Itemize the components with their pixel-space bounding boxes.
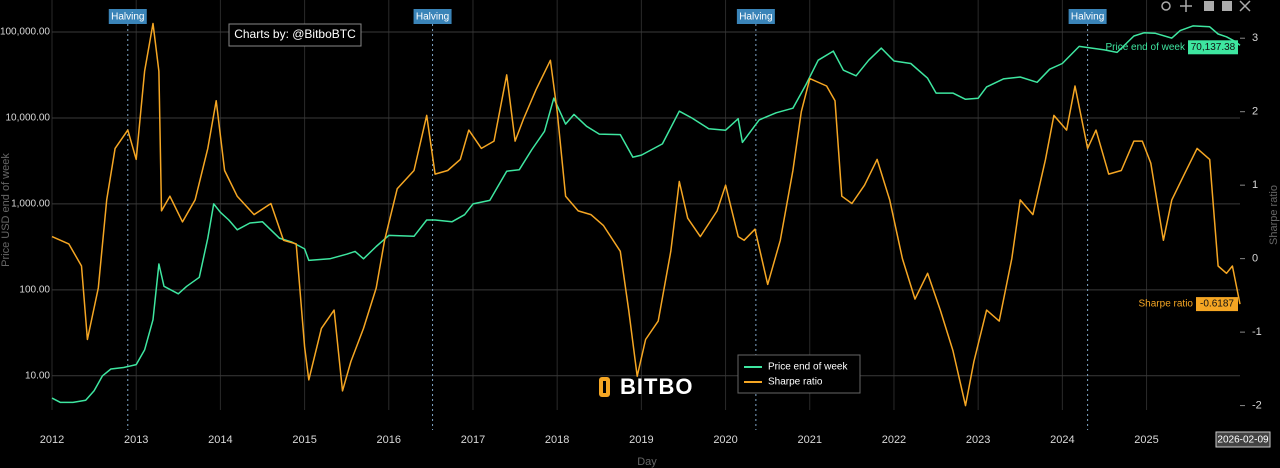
hover-name: Price end of week <box>1106 42 1186 53</box>
y2-tick-label: -2 <box>1252 399 1262 411</box>
x-axis-title: Day <box>637 456 657 468</box>
y2-tick-label: 3 <box>1252 32 1258 44</box>
x-tick-label: 2020 <box>713 434 737 446</box>
marks-layer <box>51 22 1241 407</box>
zoom-out-button[interactable] <box>1222 1 1232 11</box>
hover-value: 70,137.38 <box>1191 42 1236 53</box>
credit: Charts by: @BitboBTC <box>234 27 356 41</box>
halving-box <box>108 9 147 24</box>
series-line <box>51 25 1241 404</box>
series-line <box>51 22 1241 407</box>
logo-text: BITBO <box>620 374 693 399</box>
y-tick-label: 10.00 <box>25 370 50 381</box>
x-tick-label: 2014 <box>208 434 232 446</box>
zoom-button[interactable] <box>1161 1 1171 11</box>
hover-date: 2026-02-09 <box>1217 435 1269 446</box>
x-tick-label: 2012 <box>40 434 64 446</box>
halving-label: Halving <box>1071 12 1104 23</box>
y-axis-title: Price USD end of week <box>0 153 12 267</box>
logo-cut <box>603 381 606 393</box>
y2-axis-title: Sharpe ratio <box>1268 185 1280 245</box>
y2-tick-label: 1 <box>1252 179 1258 191</box>
reset-button[interactable] <box>1239 0 1251 12</box>
x-tick-label: 2022 <box>882 434 906 446</box>
pan-button[interactable] <box>1180 0 1192 12</box>
grid-layer <box>51 0 1245 430</box>
modebar[interactable] <box>1161 0 1251 12</box>
y-tick-label: 10,000.00 <box>6 113 51 124</box>
x-tick-label: 2013 <box>124 434 148 446</box>
y2-tick-label: 2 <box>1252 106 1258 118</box>
halving-label: Halving <box>416 12 449 23</box>
zoom-in-button[interactable] <box>1204 1 1214 11</box>
credit-box <box>228 23 362 47</box>
logo-icon <box>599 377 610 397</box>
halving-box <box>736 9 775 24</box>
hover-name: Sharpe ratio <box>1139 299 1194 310</box>
halving-box <box>413 9 452 24</box>
hover-value: -0.6187 <box>1200 299 1234 310</box>
legend-label: Sharpe ratio <box>768 377 823 388</box>
x-tick-label: 2017 <box>461 434 485 446</box>
halving-label: Halving <box>111 12 144 23</box>
y2-tick-label: 0 <box>1252 253 1258 265</box>
labels-layer: 2012 2013 2014 2015 2016 2017 2018 2019 2020 2021… <box>0 9 1271 448</box>
y2-tick-label: -1 <box>1252 326 1262 338</box>
x-tick-label: 2024 <box>1050 434 1074 446</box>
halving-label: Halving <box>739 12 772 23</box>
y-tick-label: 1,000.00 <box>11 199 50 210</box>
hover-box <box>1196 297 1238 312</box>
x-tick-label: 2023 <box>966 434 990 446</box>
x-tick-label: 2019 <box>629 434 653 446</box>
x-tick-label: 2025 <box>1134 434 1158 446</box>
x-tick-label: 2016 <box>377 434 401 446</box>
x-tick-label: 2018 <box>545 434 569 446</box>
halving-box <box>1068 9 1107 24</box>
hover-date-box <box>1215 431 1271 448</box>
legend-label: Price end of week <box>768 362 848 373</box>
y-tick-label: 100,000.00 <box>0 27 50 38</box>
hover-box <box>1188 40 1238 55</box>
x-tick-label: 2015 <box>292 434 316 446</box>
x-tick-label: 2021 <box>798 434 822 446</box>
y-tick-label: 100.00 <box>19 285 50 296</box>
legend-box <box>737 354 861 394</box>
